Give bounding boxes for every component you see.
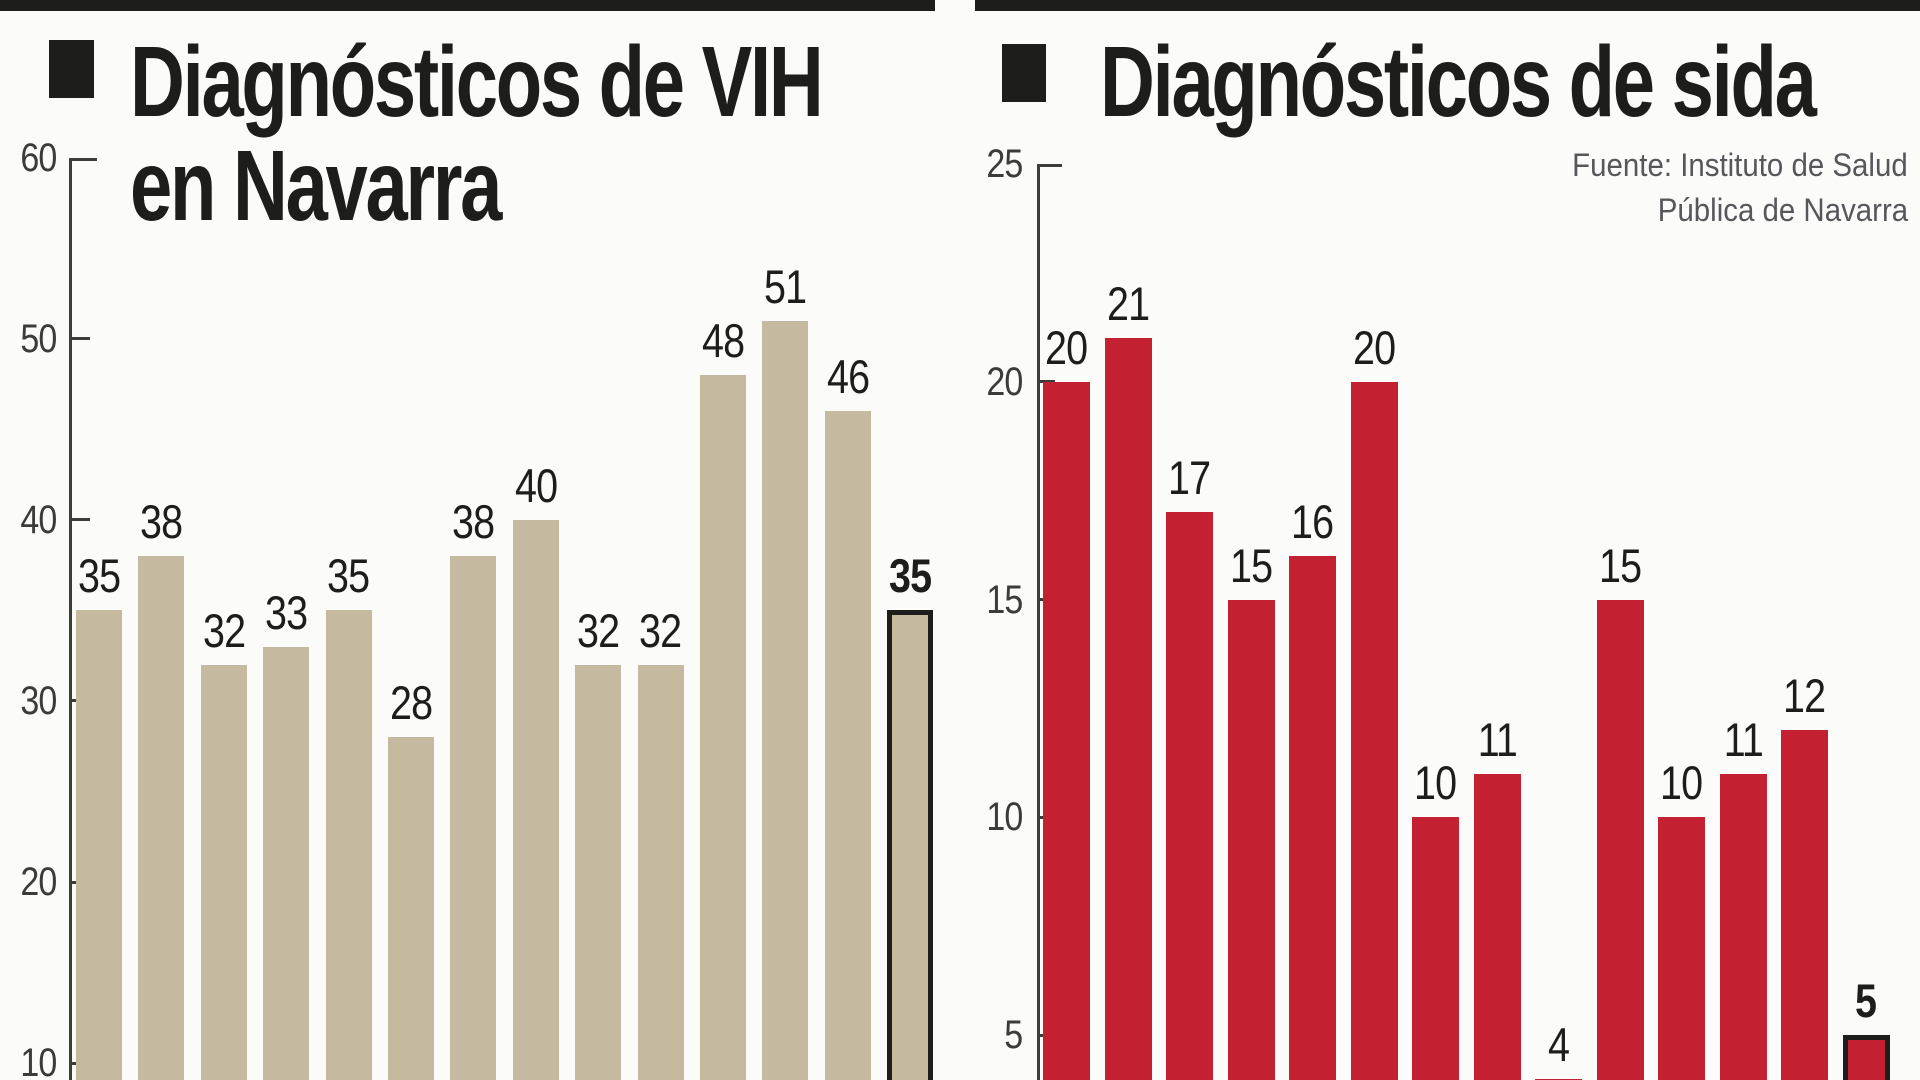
bar-value-label: 46	[826, 350, 870, 404]
bar	[1596, 599, 1644, 1080]
vih-title-bullet-square-icon	[49, 40, 94, 98]
y-axis-top-cap	[1037, 164, 1062, 167]
y-axis-line	[1037, 164, 1040, 1080]
bar	[1166, 512, 1213, 1080]
bar-value-label: 10	[1660, 756, 1703, 810]
y-axis-tick	[69, 337, 90, 341]
bar	[700, 374, 746, 1080]
bar-value-label: 51	[764, 259, 807, 313]
source-credit: Fuente: Instituto de Salud Pública de Na…	[1543, 143, 1908, 233]
bar-value-label: 5	[1855, 974, 1877, 1028]
bar-value-label: 10	[1414, 756, 1457, 810]
bar-value-label: 12	[1783, 669, 1826, 723]
sida-title-bullet-square-icon	[1002, 44, 1046, 102]
y-axis-top-cap	[69, 157, 97, 161]
bar	[450, 556, 497, 1080]
bar	[1781, 730, 1828, 1080]
bar-value-label: 32	[577, 603, 620, 657]
bar	[1412, 817, 1459, 1080]
y-axis-tick-label: 10	[19, 1041, 57, 1080]
bar-value-label: 35	[889, 549, 932, 603]
y-axis-tick-label: 10	[985, 795, 1023, 840]
vih-title-line2: en Navarra	[130, 130, 502, 242]
bar	[200, 664, 247, 1080]
bar-value-label: 21	[1106, 277, 1150, 331]
bar	[1658, 817, 1705, 1080]
y-axis-tick-label: 5	[1003, 1013, 1023, 1058]
bar	[138, 556, 185, 1080]
y-axis-tick-label: 40	[19, 497, 57, 542]
bar-value-label: 15	[1598, 538, 1642, 592]
y-axis-tick-label: 50	[19, 316, 57, 361]
bar-highlighted	[887, 610, 934, 1080]
bar	[1350, 381, 1398, 1080]
bar-value-label: 40	[514, 458, 558, 512]
vih-title-line1: Diagnósticos de VIH	[130, 26, 824, 138]
y-axis-tick-label: 15	[985, 577, 1023, 622]
sida-title-line1: Diagnósticos de sida	[1100, 26, 1817, 138]
bar-value-label: 15	[1229, 538, 1273, 592]
bar-value-label: 16	[1291, 495, 1334, 549]
bar	[512, 519, 559, 1080]
bar	[1719, 773, 1767, 1080]
bar-value-label: 38	[452, 495, 495, 549]
bar	[1227, 599, 1275, 1080]
bar-value-label: 33	[265, 585, 308, 639]
top-rule-left	[0, 0, 935, 11]
y-axis-tick-label: 20	[985, 359, 1023, 404]
top-rule-right	[975, 0, 1920, 11]
bar	[1104, 338, 1152, 1080]
bar-value-label: 11	[1723, 712, 1763, 766]
bar	[762, 320, 809, 1080]
bar-highlighted	[1842, 1035, 1890, 1080]
bar	[263, 646, 310, 1080]
source-line2: Pública de Navarra	[1657, 192, 1908, 228]
bar-value-label: 35	[327, 549, 370, 603]
bar-value-label: 35	[77, 549, 121, 603]
bar	[824, 411, 871, 1080]
bar	[325, 610, 372, 1080]
y-axis-tick-label: 60	[19, 135, 57, 180]
bar	[575, 664, 622, 1080]
bar	[637, 664, 684, 1080]
bar	[1043, 381, 1090, 1080]
vih-chart-title: Diagnósticos de VIH en Navarra	[130, 30, 1040, 238]
y-axis-tick-label: 25	[985, 142, 1023, 186]
bar-value-label: 4	[1547, 1017, 1570, 1071]
bar-value-label: 20	[1352, 320, 1396, 374]
bar-value-label: 38	[140, 495, 183, 549]
source-line1: Fuente: Instituto de Salud	[1572, 147, 1908, 183]
y-axis-tick-label: 20	[19, 860, 57, 905]
y-axis-tick	[69, 518, 90, 522]
sida-chart-title: Diagnósticos de sida	[1100, 30, 1920, 134]
bar-value-label: 32	[202, 603, 246, 657]
bar-value-label: 20	[1045, 320, 1088, 374]
bar	[1535, 1078, 1582, 1080]
bar-value-label: 48	[701, 313, 745, 367]
bar-value-label: 28	[389, 676, 433, 730]
bar	[1473, 773, 1521, 1080]
bar	[1289, 556, 1336, 1080]
bar-value-label: 17	[1168, 451, 1211, 505]
bar	[388, 737, 434, 1080]
y-axis-tick-label: 30	[19, 678, 57, 723]
y-axis-line	[69, 157, 72, 1080]
bar-value-label: 11	[1477, 712, 1517, 766]
bar	[76, 610, 122, 1080]
bar-value-label: 32	[639, 603, 682, 657]
